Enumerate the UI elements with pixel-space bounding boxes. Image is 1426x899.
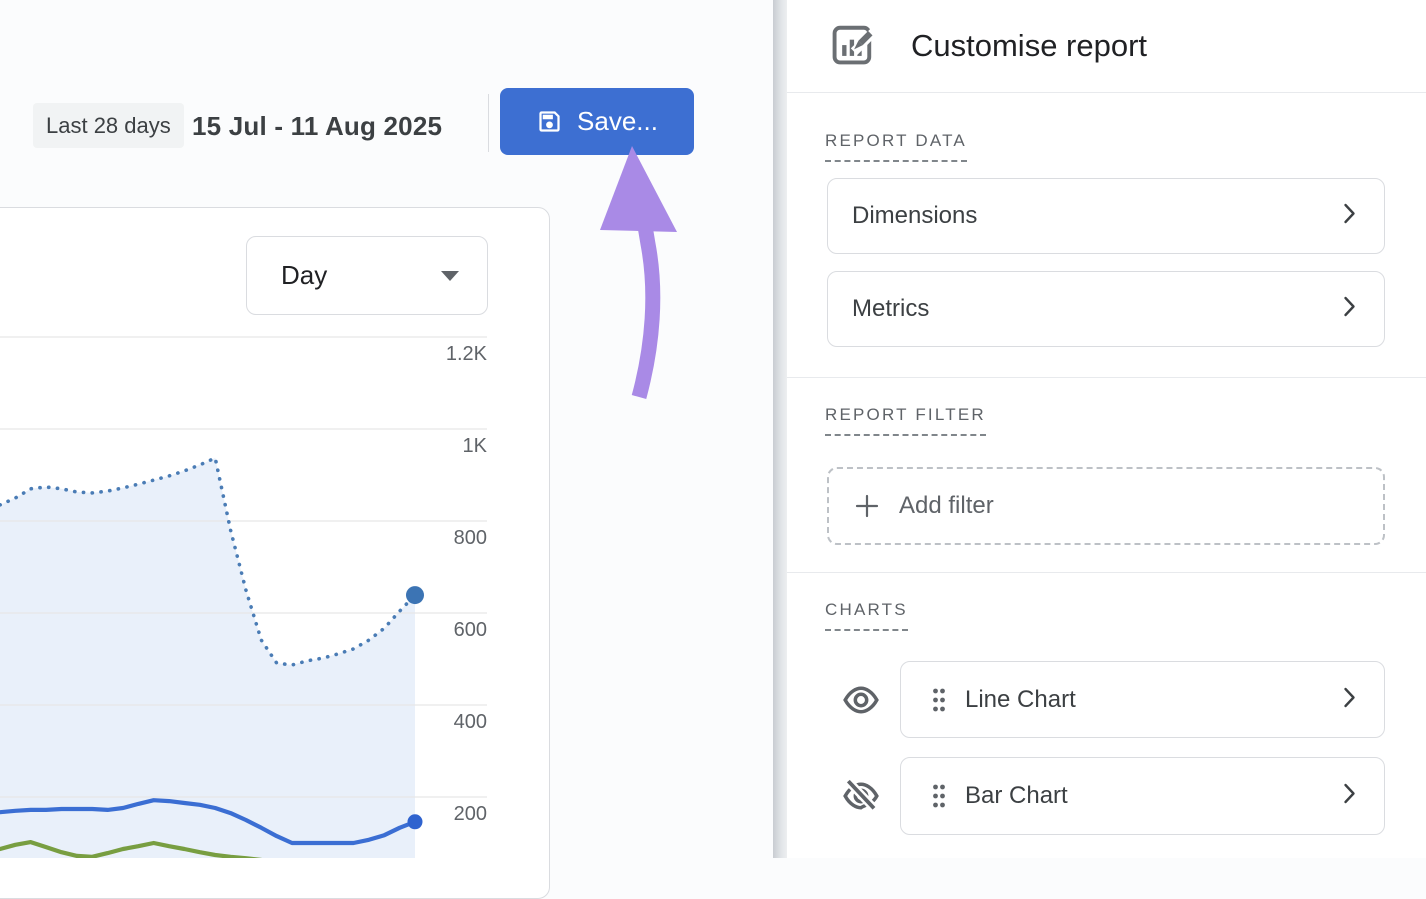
metrics-label: Metrics [852,295,930,322]
metrics-button[interactable]: Metrics [827,271,1385,347]
chevron-right-icon [1343,686,1356,713]
section-label-report-filter: REPORT FILTER [825,405,986,436]
dimensions-button[interactable]: Dimensions [827,178,1385,254]
chevron-down-icon [441,271,459,281]
panel-divider [787,377,1426,378]
visibility-on-icon[interactable] [840,681,882,721]
drag-handle-icon[interactable] [931,783,947,809]
date-range-chip-label: Last 28 days [46,112,171,138]
y-axis-tick-label: 1.2K [445,343,487,365]
section-label-charts: CHARTS [825,600,908,631]
toolbar-divider [488,94,489,152]
y-axis-tick-label: 800 [453,527,487,549]
chevron-right-icon [1343,783,1356,810]
visibility-off-icon[interactable] [840,776,882,817]
granularity-dropdown[interactable]: Day [246,236,488,315]
y-axis-tick-label: 600 [453,619,487,641]
add-filter-button[interactable]: Add filter [827,467,1385,545]
line-chart-plot [0,336,487,858]
y-axis-tick-label: 1K [462,435,487,457]
panel-divider [787,92,1426,93]
drag-handle-icon[interactable] [931,687,947,713]
panel-title: Customise report [911,28,1148,63]
add-filter-label: Add filter [899,492,994,519]
annotation-arrow [600,146,677,399]
granularity-dropdown-value: Day [281,260,328,290]
save-icon [536,108,563,135]
y-axis-tick-label: 400 [453,711,487,733]
save-button-label: Save... [577,106,658,136]
customise-report-icon [827,18,879,75]
bar-chart-row[interactable]: Bar Chart [900,757,1385,835]
section-label-report-data: REPORT DATA [825,131,967,162]
y-axis-tick-label: 200 [453,803,487,825]
chevron-right-icon [1343,296,1356,323]
panel-edge-divider [773,0,787,858]
date-range-text[interactable]: 15 Jul - 11 Aug 2025 [192,111,443,141]
panel-divider [787,572,1426,573]
plus-icon [853,492,881,520]
date-range-chip[interactable]: Last 28 days [33,103,184,148]
chevron-right-icon [1343,203,1356,230]
line-chart-label: Line Chart [965,685,1076,713]
bar-chart-label: Bar Chart [965,782,1068,809]
customise-report-panel: Customise report REPORT DATA Dimensions … [787,0,1426,858]
dimensions-label: Dimensions [852,202,978,229]
line-chart-row[interactable]: Line Chart [900,661,1385,738]
save-button[interactable]: Save... [500,88,694,155]
